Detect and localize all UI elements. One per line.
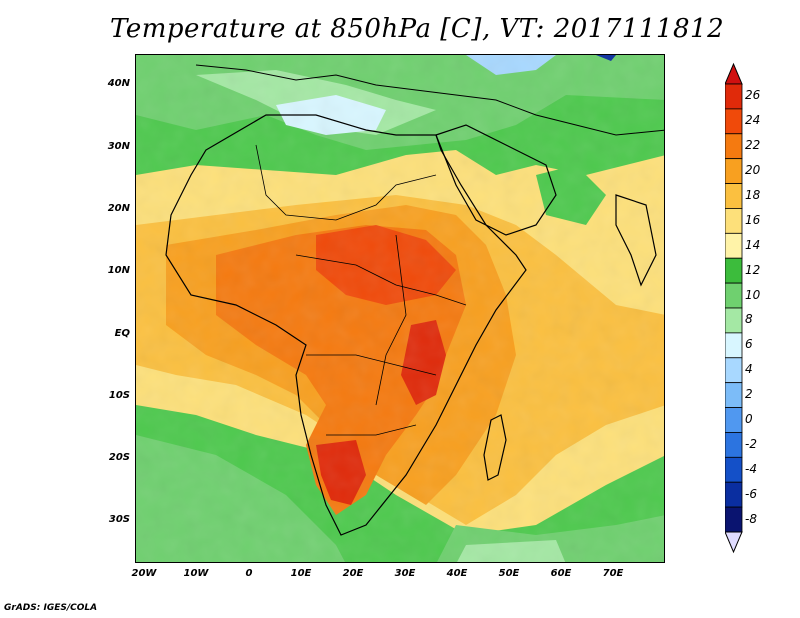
border-5: [375, 234, 407, 406]
colorbar-segment: [725, 158, 743, 184]
colorbar-label: 18: [745, 188, 761, 202]
colorbar-label: 16: [745, 212, 761, 227]
border-2: [295, 254, 467, 306]
colorbar-label: 2: [745, 387, 753, 402]
lat-label: 20S: [108, 452, 130, 463]
colorbar-label: 0: [745, 412, 753, 426]
border-3: [306, 354, 437, 376]
india-outline: [615, 194, 657, 287]
colorbar-segment: [725, 108, 743, 135]
colorbar-segment: [725, 357, 743, 384]
colorbar-label: 8: [745, 312, 753, 327]
temperature-field: [136, 55, 664, 562]
africa-outline: [165, 114, 527, 536]
colorbar-label: -2: [745, 436, 757, 451]
texture-overlay: [136, 55, 664, 562]
credit-text: GrADS: IGES/COLA: [4, 603, 98, 613]
colorbar: [725, 62, 743, 554]
colorbar-label: -4: [745, 461, 757, 476]
lat-label: 30N: [107, 141, 130, 152]
lon-label: 40E: [446, 568, 468, 579]
lon-label: 10E: [290, 568, 312, 579]
colorbar-label: 22: [745, 138, 761, 153]
colorbar-label: -6: [745, 486, 757, 501]
colorbar-label: 20: [745, 163, 761, 178]
colorbar-segment: [725, 432, 743, 458]
map-title: Temperature at 850hPa [C], VT: 201711181…: [110, 14, 725, 44]
colorbar-segment: [725, 481, 743, 508]
lon-label: 10W: [183, 568, 209, 579]
lat-label: 10S: [108, 390, 130, 401]
colorbar-label: 24: [745, 113, 761, 128]
colorbar-label: 10: [745, 287, 761, 302]
lat-label: 40N: [107, 78, 130, 89]
border-1: [255, 144, 437, 221]
colorbar-segment: [725, 407, 743, 433]
colorbar-label: 14: [745, 237, 761, 252]
lon-label: 0: [245, 568, 253, 579]
lat-label: 20N: [107, 203, 130, 214]
arabia-outline: [435, 124, 557, 236]
colorbar-segment: [725, 506, 743, 533]
europe-coast: [195, 64, 664, 136]
lon-label: 20E: [342, 568, 364, 579]
border-4: [326, 424, 417, 436]
colorbar-label: 26: [745, 88, 761, 103]
colorbar-segment: [725, 456, 743, 483]
lon-label: 50E: [498, 568, 520, 579]
lat-label: EQ: [114, 328, 130, 339]
colorbar-segment: [725, 83, 743, 110]
colorbar-segment: [725, 232, 743, 259]
lon-label: 70E: [602, 568, 624, 579]
madagascar-outline: [483, 414, 507, 481]
lon-label: 20W: [131, 568, 157, 579]
colorbar-segment: [725, 133, 743, 160]
colorbar-segment: [725, 257, 743, 284]
colorbar-segment: [725, 307, 743, 334]
colorbar-label: 6: [745, 337, 753, 352]
lat-label: 10N: [107, 265, 130, 276]
colorbar-segment: [725, 208, 743, 234]
colorbar-segment: [725, 183, 743, 209]
colorbar-label: 4: [745, 362, 753, 377]
colorbar-segment: [725, 282, 743, 309]
lon-label: 30E: [394, 568, 416, 579]
colorbar-label: 12: [745, 262, 761, 277]
lat-label: 30S: [108, 514, 130, 525]
colorbar-segment: [725, 382, 743, 408]
colorbar-segment: [725, 332, 743, 359]
colorbar-label: -8: [745, 511, 757, 526]
colorbar-bottom-arrow: [725, 531, 743, 554]
colorbar-top-arrow: [725, 62, 743, 85]
lon-label: 60E: [550, 568, 572, 579]
temperature-map: [135, 54, 665, 563]
